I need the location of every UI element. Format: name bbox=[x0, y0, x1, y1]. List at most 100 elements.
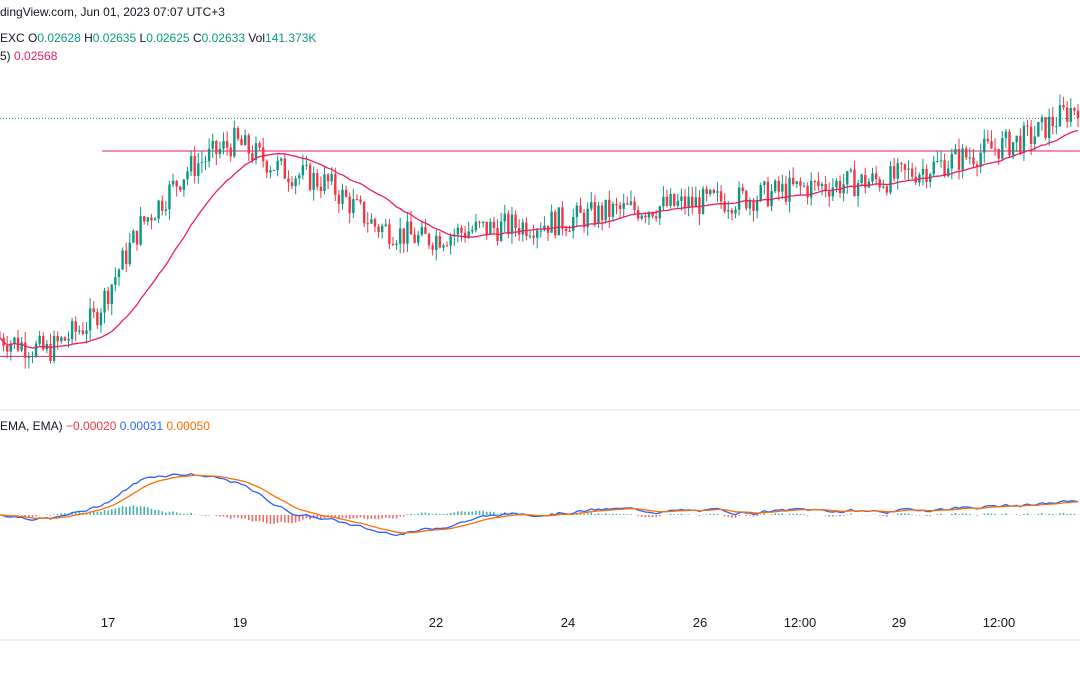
candle-body bbox=[85, 330, 88, 334]
candle bbox=[463, 225, 467, 243]
candle-body bbox=[207, 148, 211, 162]
candle-body bbox=[882, 186, 885, 188]
candle bbox=[92, 301, 95, 319]
candle bbox=[903, 163, 907, 180]
candle-body bbox=[925, 168, 928, 183]
candle bbox=[182, 179, 186, 197]
candle-body bbox=[680, 196, 683, 202]
candle-body bbox=[993, 148, 997, 150]
candle-body bbox=[189, 156, 193, 172]
candle-body bbox=[557, 207, 561, 236]
candle bbox=[424, 219, 427, 235]
candle-body bbox=[629, 201, 633, 205]
high-value: 0.02635 bbox=[92, 31, 137, 45]
candle bbox=[103, 287, 106, 324]
candle bbox=[388, 218, 391, 250]
open-value: 0.02628 bbox=[37, 31, 81, 45]
candle bbox=[532, 224, 535, 245]
candle-body bbox=[344, 189, 348, 197]
candle bbox=[27, 351, 31, 369]
candle bbox=[1044, 117, 1047, 140]
candle-body bbox=[1058, 105, 1062, 127]
candle bbox=[121, 247, 124, 270]
candle bbox=[626, 196, 629, 206]
candle bbox=[193, 146, 196, 184]
candle bbox=[233, 120, 236, 159]
candle bbox=[864, 167, 867, 194]
candle bbox=[791, 167, 795, 187]
candle-body bbox=[438, 235, 442, 248]
price-pane[interactable] bbox=[0, 94, 1080, 369]
candle-body bbox=[997, 148, 1000, 159]
candle bbox=[481, 220, 485, 228]
candle-body bbox=[900, 163, 903, 165]
candle-body bbox=[164, 209, 168, 211]
open-label: O bbox=[28, 31, 38, 45]
candle-body bbox=[175, 180, 178, 187]
candle bbox=[676, 193, 680, 208]
candle-body bbox=[20, 342, 23, 351]
candle bbox=[146, 216, 150, 226]
candle-body bbox=[445, 245, 449, 247]
macd-line bbox=[0, 473, 1079, 537]
candle-body bbox=[644, 215, 647, 218]
candle bbox=[932, 155, 935, 177]
candle bbox=[161, 195, 164, 216]
candle bbox=[128, 232, 131, 267]
candle-body bbox=[608, 199, 611, 217]
candle-body bbox=[954, 149, 957, 155]
candle bbox=[211, 133, 214, 158]
ma-value: 0.02568 bbox=[14, 49, 58, 63]
candle-body bbox=[406, 221, 409, 244]
time-axis: 17 19 22 24 26 12:00 29 12:00 bbox=[101, 615, 1016, 630]
candle-body bbox=[813, 181, 817, 183]
candle-body bbox=[846, 171, 849, 185]
candle-body bbox=[943, 160, 946, 177]
candle bbox=[763, 180, 766, 195]
candle bbox=[928, 172, 932, 188]
candle-body bbox=[669, 194, 672, 206]
candle bbox=[669, 188, 672, 209]
candle bbox=[1065, 101, 1069, 128]
candle-body bbox=[323, 174, 326, 192]
candle-body bbox=[947, 168, 950, 177]
candle-body bbox=[251, 153, 254, 160]
candle-body bbox=[730, 210, 734, 214]
candle-body bbox=[13, 337, 16, 344]
candle-body bbox=[665, 196, 669, 206]
candle-body bbox=[691, 196, 694, 207]
candle bbox=[110, 283, 113, 316]
macd-pane[interactable] bbox=[0, 473, 1079, 537]
candle-body bbox=[831, 187, 835, 197]
candle-body bbox=[463, 232, 467, 238]
candle-body bbox=[694, 197, 698, 207]
candle-body bbox=[355, 199, 359, 201]
candle bbox=[662, 186, 665, 211]
candle-body bbox=[1026, 125, 1029, 127]
candle bbox=[993, 138, 997, 157]
candle-body bbox=[449, 236, 452, 246]
candle bbox=[265, 159, 268, 179]
candle bbox=[539, 222, 543, 238]
candle bbox=[554, 209, 557, 239]
candle bbox=[243, 129, 247, 146]
candle-body bbox=[398, 228, 402, 244]
candle-body bbox=[874, 173, 878, 180]
candle-body bbox=[734, 209, 737, 214]
candle-body bbox=[673, 194, 676, 206]
candle bbox=[370, 213, 373, 225]
candle bbox=[391, 237, 395, 247]
candle bbox=[604, 199, 607, 224]
candle bbox=[860, 173, 863, 187]
candle bbox=[597, 201, 600, 228]
candle-body bbox=[474, 221, 478, 231]
candle-body bbox=[294, 178, 297, 187]
candle-body bbox=[240, 138, 243, 146]
candle bbox=[683, 189, 687, 215]
candle-body bbox=[781, 183, 784, 192]
candle-body bbox=[539, 230, 543, 232]
candle-body bbox=[391, 243, 395, 245]
candle-body bbox=[362, 201, 366, 224]
candle bbox=[517, 219, 521, 241]
